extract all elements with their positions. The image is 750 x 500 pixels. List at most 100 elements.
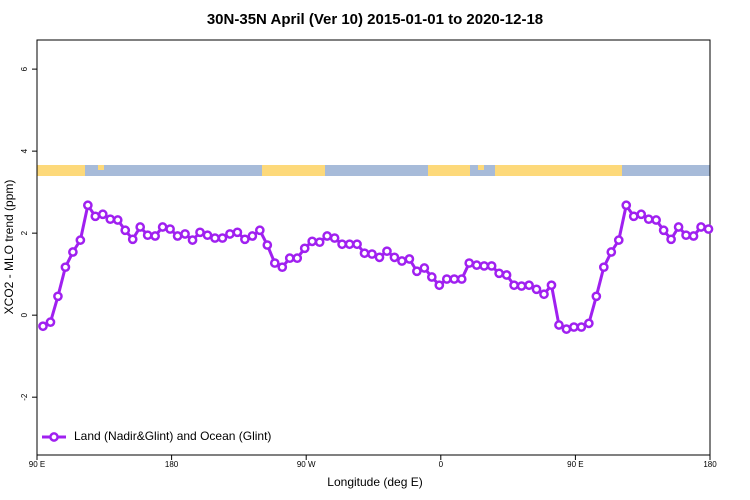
data-point bbox=[681, 230, 691, 241]
data-point bbox=[688, 231, 699, 241]
data-point bbox=[516, 281, 527, 291]
data-point bbox=[501, 270, 512, 280]
data-point bbox=[412, 266, 422, 277]
data-point bbox=[643, 214, 654, 225]
data-point bbox=[38, 321, 48, 332]
data-point bbox=[247, 231, 258, 241]
data-point bbox=[135, 222, 146, 232]
data-point bbox=[606, 247, 617, 257]
data-point bbox=[441, 274, 452, 284]
x-tick-label: 90 E bbox=[29, 460, 45, 469]
data-point bbox=[703, 224, 714, 234]
data-point bbox=[584, 318, 594, 329]
data-point bbox=[419, 263, 430, 273]
data-point bbox=[561, 324, 572, 334]
data-point bbox=[434, 280, 445, 291]
data-point bbox=[374, 252, 385, 263]
data-point bbox=[120, 225, 131, 236]
data-point bbox=[60, 262, 71, 273]
x-tick-label: 90 W bbox=[297, 460, 316, 469]
data-point bbox=[277, 262, 288, 273]
data-point bbox=[598, 262, 609, 273]
y-tick-label: -2 bbox=[20, 393, 29, 401]
data-point bbox=[456, 274, 467, 284]
data-point bbox=[449, 274, 460, 284]
data-point bbox=[344, 239, 355, 250]
data-point bbox=[165, 224, 175, 234]
data-point bbox=[464, 258, 475, 268]
x-tick-label: 0 bbox=[439, 460, 444, 469]
x-axis-label: Longitude (deg E) bbox=[327, 475, 422, 489]
data-point bbox=[666, 234, 676, 245]
data-point bbox=[210, 233, 220, 243]
data-point bbox=[389, 252, 400, 263]
y-axis-label: XCO2 - MLO trend (ppm) bbox=[2, 180, 16, 315]
data-point bbox=[202, 230, 213, 241]
plot-frame bbox=[36, 39, 711, 456]
data-point bbox=[225, 229, 235, 239]
data-point bbox=[524, 280, 534, 291]
data-point bbox=[217, 233, 228, 243]
data-point bbox=[262, 240, 273, 250]
data-point bbox=[68, 247, 78, 257]
data-point bbox=[509, 280, 519, 291]
data-point bbox=[150, 231, 160, 241]
x-tick-label: 180 bbox=[703, 460, 717, 469]
data-point bbox=[307, 236, 318, 247]
data-point bbox=[546, 280, 557, 291]
data-point bbox=[180, 229, 190, 239]
data-point bbox=[337, 239, 347, 250]
data-point bbox=[284, 253, 295, 264]
data-point bbox=[232, 227, 243, 238]
data-point bbox=[53, 291, 63, 302]
data-point bbox=[195, 227, 205, 238]
data-point bbox=[352, 239, 362, 250]
data-point bbox=[90, 211, 101, 222]
data-point bbox=[240, 234, 250, 245]
data-point bbox=[157, 222, 168, 232]
data-point bbox=[613, 235, 624, 245]
data-point bbox=[426, 272, 437, 282]
data-point bbox=[382, 246, 392, 257]
data-point bbox=[172, 231, 183, 241]
data-point bbox=[576, 322, 587, 332]
data-point bbox=[97, 209, 108, 220]
data-point bbox=[299, 243, 310, 254]
legend-label: Land (Nadir&Glint) and Ocean (Glint) bbox=[74, 429, 271, 443]
data-point bbox=[397, 256, 407, 266]
data-point bbox=[112, 215, 123, 225]
data-point bbox=[359, 248, 370, 259]
data-point bbox=[142, 230, 153, 241]
data-point bbox=[82, 200, 93, 211]
data-point bbox=[696, 222, 706, 232]
data-point bbox=[254, 225, 265, 236]
data-point bbox=[569, 322, 579, 332]
data-point bbox=[673, 222, 684, 232]
data-point bbox=[651, 215, 662, 225]
data-point bbox=[269, 258, 280, 268]
data-point bbox=[367, 249, 377, 259]
data-point bbox=[658, 225, 669, 236]
y-tick-label: 6 bbox=[20, 66, 29, 71]
legend-marker bbox=[49, 432, 59, 442]
data-point bbox=[127, 234, 138, 245]
data-point bbox=[45, 317, 56, 327]
data-point bbox=[554, 320, 564, 330]
data-point bbox=[531, 284, 542, 295]
data-point bbox=[621, 200, 632, 211]
data-point bbox=[314, 237, 325, 248]
chart-title: 30N-35N April (Ver 10) 2015-01-01 to 202… bbox=[207, 11, 543, 28]
data-point bbox=[404, 254, 415, 264]
land-ocean-mask bbox=[37, 165, 710, 176]
y-tick-label: 2 bbox=[20, 230, 29, 235]
data-point bbox=[471, 260, 482, 270]
data-point bbox=[636, 209, 647, 220]
data-point bbox=[292, 253, 303, 264]
data-point bbox=[628, 211, 639, 222]
y-tick-label: 0 bbox=[20, 312, 29, 317]
data-point bbox=[486, 261, 497, 271]
x-tick-label: 90 E bbox=[567, 460, 583, 469]
x-tick-label: 180 bbox=[165, 460, 179, 469]
data-point bbox=[479, 261, 490, 271]
